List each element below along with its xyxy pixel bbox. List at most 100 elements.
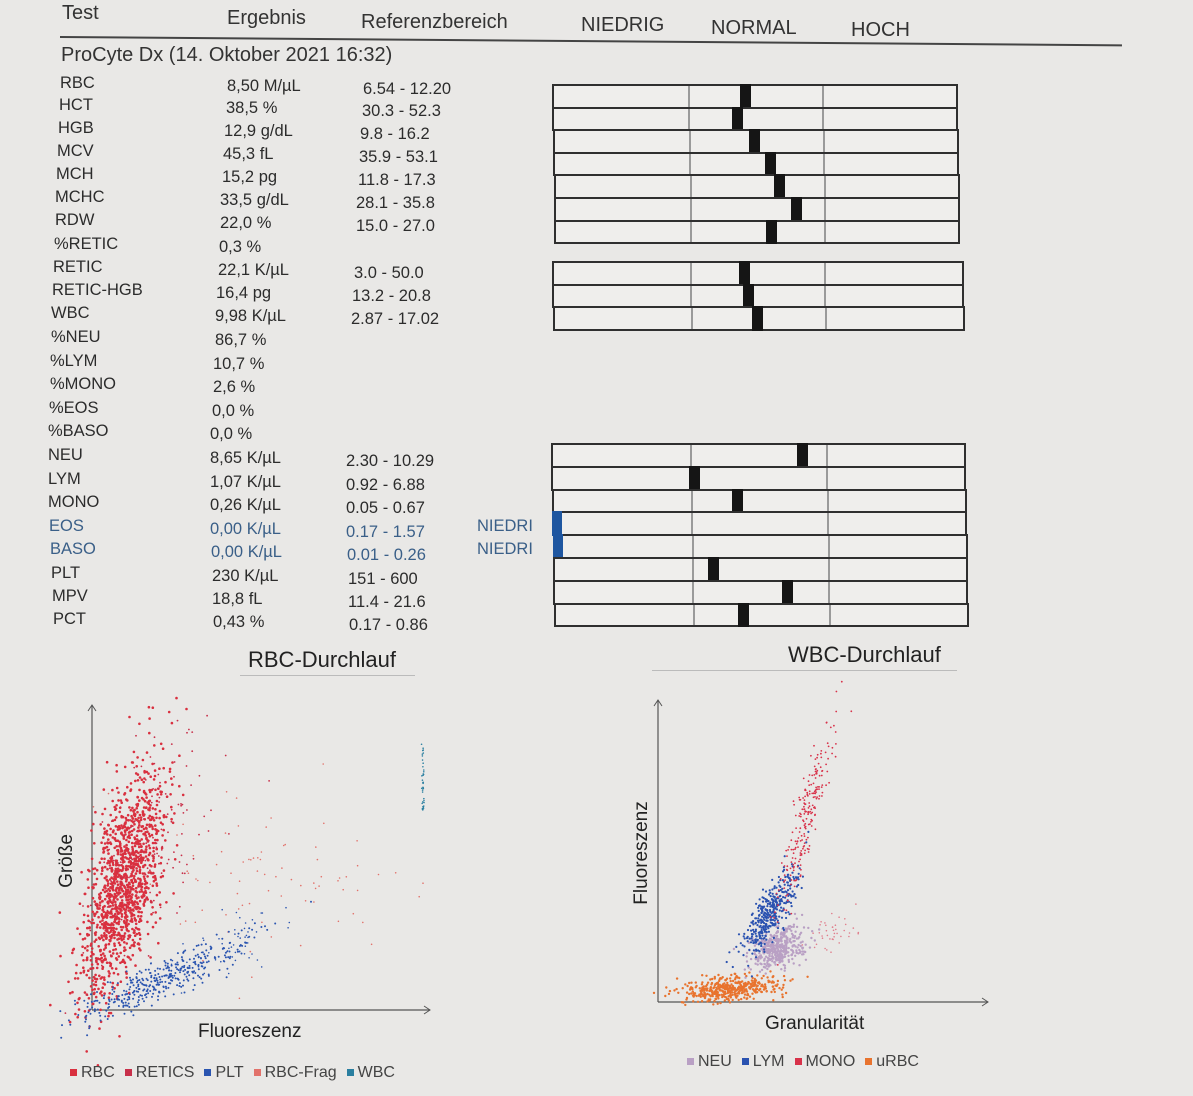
scatter-dot: [124, 910, 127, 914]
scatter-dot: [768, 893, 771, 896]
scatter-dot: [123, 1012, 126, 1015]
row-test-name: RDW: [55, 211, 95, 229]
scatter-dot: [844, 918, 846, 920]
scatter-dot: [130, 917, 133, 921]
scatter-dot: [140, 971, 143, 974]
scatter-dot: [157, 773, 160, 776]
scatter-dot: [147, 772, 150, 775]
scatter-dot: [113, 892, 117, 896]
scatter-dot: [831, 746, 834, 749]
scatter-dot: [266, 928, 269, 931]
scatter-dot: [142, 806, 146, 809]
scatter-dot: [111, 888, 115, 892]
scatter-dot: [168, 767, 172, 771]
scatter-dot: [761, 909, 764, 912]
scatter-dot: [794, 945, 797, 948]
scatter-dot: [173, 851, 175, 853]
scatter-dot: [769, 970, 772, 973]
scatter-dot: [766, 902, 769, 905]
scatter-dot: [844, 923, 847, 926]
scatter-dot: [131, 825, 134, 827]
value-marker: [740, 84, 751, 109]
column-header-test: Test: [62, 2, 99, 24]
scatter-dot: [94, 983, 98, 987]
scatter-dot: [835, 743, 837, 745]
scatter-dot: [74, 1012, 77, 1016]
scatter-dot: [90, 1000, 93, 1003]
scatter-dot: [795, 925, 799, 929]
scatter-dot: [748, 924, 752, 928]
scatter-dot: [96, 962, 100, 966]
scatter-dot: [746, 928, 750, 932]
scatter-dot: [806, 794, 809, 796]
scatter-dot: [810, 936, 813, 940]
scatter-dot: [210, 809, 212, 812]
scatter-dot: [729, 979, 732, 983]
range-bar-row: [552, 261, 964, 286]
scatter-dot: [763, 945, 767, 949]
scatter-dot: [133, 1005, 136, 1008]
scatter-dot: [131, 981, 134, 984]
scatter-dot: [132, 810, 135, 813]
plt-sparse: [150, 906, 291, 994]
scatter-dot: [825, 721, 828, 724]
scatter-dot: [422, 782, 424, 785]
scatter-dot: [124, 880, 128, 883]
scatter-dot: [840, 935, 842, 938]
scatter-dot: [133, 993, 136, 996]
scatter-dot: [152, 857, 155, 860]
scatter-dot: [774, 922, 777, 925]
scatter-dot: [256, 959, 259, 961]
scatter-dot: [129, 808, 133, 812]
scatter-dot: [771, 960, 774, 963]
scatter-dot: [773, 916, 775, 919]
scatter-dot: [170, 805, 173, 809]
scatter-dot: [148, 717, 151, 720]
scatter-dot: [102, 846, 105, 850]
scatter-dot: [241, 944, 244, 947]
legend-label: WBC: [357, 1064, 395, 1081]
scatter-dot: [129, 862, 133, 866]
mono-cluster: [769, 680, 853, 966]
scatter-dot: [180, 804, 182, 807]
scatter-dot: [150, 980, 153, 983]
scatter-dot: [812, 792, 815, 795]
scatter-dot: [789, 874, 792, 877]
scatter-dot: [87, 1011, 90, 1014]
scatter-dot: [784, 911, 787, 914]
scatter-dot: [787, 958, 790, 962]
scatter-dot: [135, 734, 137, 737]
scatter-dot: [775, 959, 778, 962]
scatter-dot: [811, 804, 814, 807]
scatter-dot: [120, 913, 124, 916]
range-divider: [690, 221, 693, 243]
scatter-dot: [120, 918, 123, 921]
scatter-dot: [121, 895, 124, 898]
scatter-dot: [182, 943, 184, 945]
scatter-dot: [828, 781, 830, 784]
scatter-dot: [97, 987, 100, 991]
scatter-dot: [136, 779, 140, 782]
scatter-dot: [128, 715, 131, 719]
scatter-dot: [170, 743, 173, 745]
range-bar-row: [552, 534, 968, 559]
scatter-dot: [703, 995, 707, 998]
range-divider: [826, 490, 829, 512]
scatter-dot: [110, 820, 113, 823]
scatter-dot: [705, 974, 708, 977]
scatter-dot: [848, 932, 851, 934]
scatter-dot: [167, 710, 171, 714]
scatter-dot: [807, 807, 810, 809]
scatter-dot: [125, 921, 128, 924]
scatter-dot: [108, 867, 111, 870]
scatter-dot: [90, 857, 94, 861]
scatter-dot: [91, 896, 95, 900]
scatter-dot: [122, 884, 126, 888]
scatter-dot: [686, 984, 689, 988]
scatter-dot: [777, 959, 781, 962]
scatter-dot: [183, 964, 186, 967]
row-test-name: HCT: [59, 96, 93, 114]
scatter-dot: [91, 1006, 94, 1009]
scatter-dot: [164, 793, 167, 795]
scatter-dot: [136, 796, 140, 799]
